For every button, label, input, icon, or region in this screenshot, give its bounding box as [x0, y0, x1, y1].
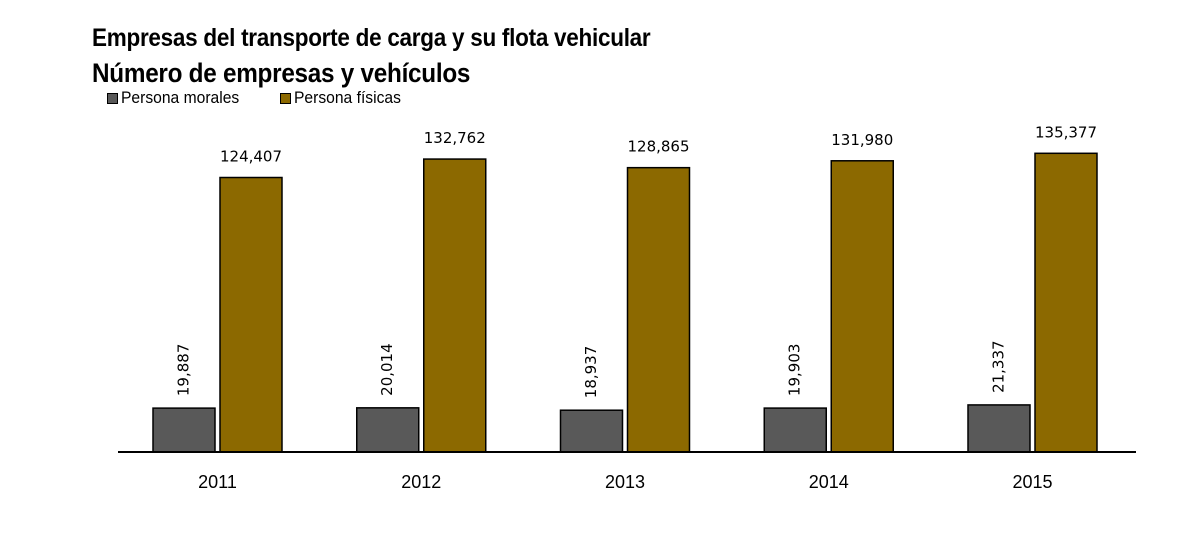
bar-fisicas-2013 [626, 166, 691, 453]
data-label-fisicas-2013: 128,865 [627, 138, 689, 156]
data-label-morales-2011: 19,887 [175, 344, 193, 397]
x-tick-label-2015: 2015 [1012, 472, 1052, 492]
legend-item-morales: Persona morales [107, 88, 250, 108]
data-label-morales-2015: 21,337 [990, 340, 1008, 393]
x-tick-label-2013: 2013 [605, 472, 645, 492]
data-label-morales-2014: 19,903 [786, 344, 804, 397]
legend-item-fisicas: Persona físicas [279, 88, 410, 108]
chart-subtitle: Número de empresas y vehículos [92, 58, 471, 88]
bar-morales-2015 [967, 404, 1031, 453]
bar-fisicas-2012 [423, 158, 487, 453]
bar-morales-2011 [152, 407, 216, 453]
data-label-fisicas-2012: 132,762 [424, 129, 486, 147]
bar-morales-2012 [356, 407, 420, 453]
x-tick-label-2012: 2012 [401, 472, 441, 492]
legend-label-morales: Persona morales [121, 88, 240, 107]
bar-fisicas-2015 [1034, 152, 1098, 453]
legend-swatch-fisicas [279, 92, 291, 104]
bar-fisicas-2011 [219, 176, 283, 453]
legend-label-fisicas: Persona físicas [293, 88, 401, 107]
x-tick-label-2014: 2014 [809, 472, 849, 492]
data-label-fisicas-2015: 135,377 [1035, 123, 1097, 141]
bar-morales-2013 [559, 409, 624, 453]
data-label-morales-2013: 18,937 [582, 346, 600, 399]
data-label-fisicas-2011: 124,407 [220, 148, 282, 166]
legend: Persona morales Persona físicas [107, 88, 440, 108]
data-label-morales-2012: 20,014 [378, 343, 396, 396]
bar-fisicas-2014 [830, 160, 894, 453]
chart-title: Empresas del transporte de carga y su fl… [92, 24, 651, 52]
x-tick-label-2011: 2011 [198, 472, 237, 492]
data-label-fisicas-2014: 131,980 [831, 131, 893, 149]
bar-morales-2014 [763, 407, 827, 453]
legend-swatch-morales [107, 92, 118, 104]
